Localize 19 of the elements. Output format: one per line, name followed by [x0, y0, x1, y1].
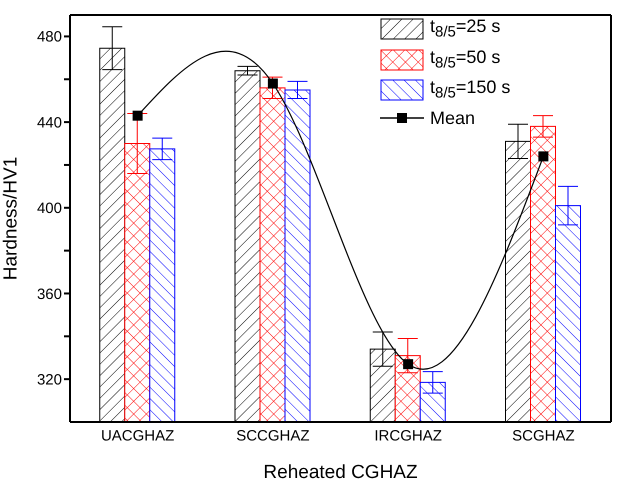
y-tick-label: 440 — [36, 114, 62, 132]
x-tick-label: SCGHAZ — [512, 428, 575, 445]
x-tick-label: SCCGHAZ — [236, 428, 310, 445]
x-axis-title: Reheated CGHAZ — [263, 462, 418, 483]
point — [132, 110, 143, 121]
y-tick-label: 320 — [36, 371, 62, 388]
x-tick-label: IRCGHAZ — [374, 428, 442, 445]
legend-label: Mean — [430, 106, 476, 130]
point — [538, 151, 548, 162]
legend-label: t$_{8/5}$=50 s — [430, 46, 500, 74]
x-tick-label: UACGHAZ — [100, 428, 174, 445]
y-tick-label: 360 — [36, 286, 62, 303]
legend-label: t$_{8/5}$=150 s — [430, 76, 510, 104]
legend-label: t$_{8/5}$=25 s — [430, 15, 500, 43]
y-axis-title: Hardness/HV1 — [0, 156, 22, 280]
y-tick-label: 480 — [36, 28, 62, 46]
point — [268, 78, 278, 89]
point — [403, 359, 414, 370]
y-tick-label: 400 — [36, 200, 62, 218]
